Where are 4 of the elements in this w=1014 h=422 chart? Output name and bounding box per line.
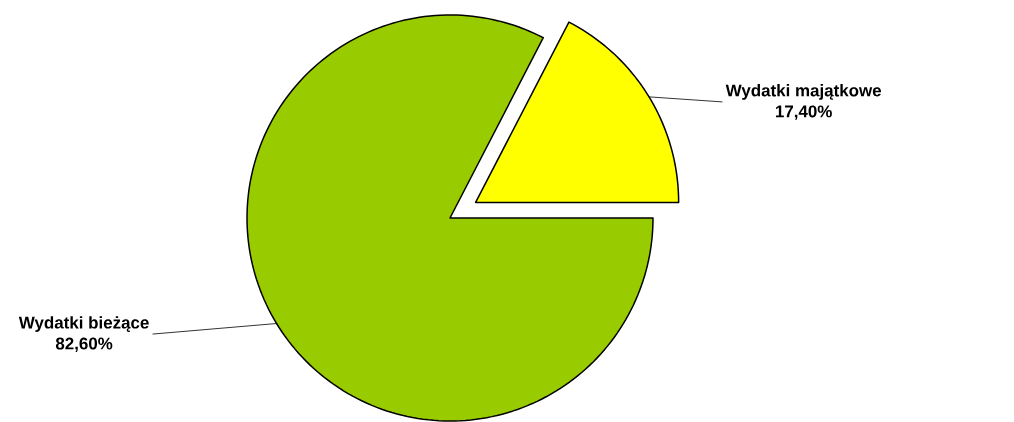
slice-label: Wydatki bieżące (18, 316, 149, 332)
legend-label: Wydatki majątkowe (725, 84, 882, 100)
data-label: 82,60% (55, 337, 113, 352)
data-label: 17,40% (775, 105, 832, 120)
